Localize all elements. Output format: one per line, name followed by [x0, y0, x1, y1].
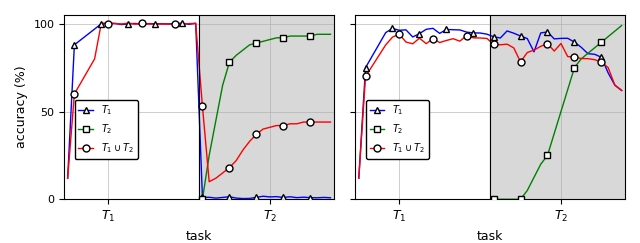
X-axis label: task: task: [477, 230, 504, 243]
X-axis label: task: task: [186, 230, 212, 243]
Bar: [199, 15, 334, 199]
Bar: [490, 15, 625, 199]
Legend: $T_1$, $T_2$, $T_1 \cup T_2$: $T_1$, $T_2$, $T_1 \cup T_2$: [365, 100, 429, 159]
Legend: $T_1$, $T_2$, $T_1 \cup T_2$: $T_1$, $T_2$, $T_1 \cup T_2$: [74, 100, 138, 159]
Y-axis label: accuracy (%): accuracy (%): [15, 66, 28, 148]
